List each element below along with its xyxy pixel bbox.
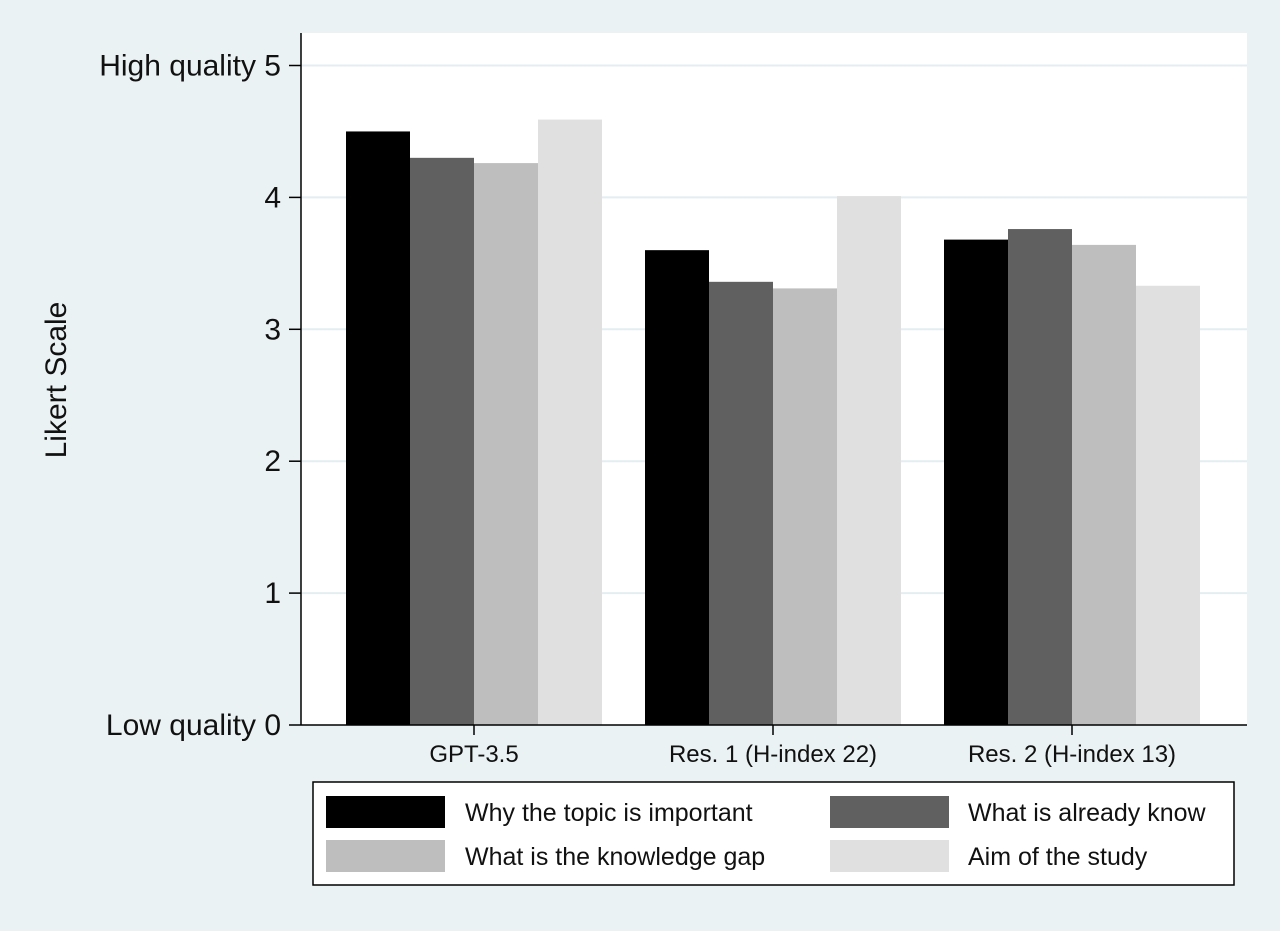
x-tick-label: Res. 1 (H-index 22) — [669, 741, 877, 768]
legend-label: Aim of the study — [968, 843, 1148, 871]
y-tick-label: 1 — [264, 577, 281, 610]
y-tick-label: 3 — [264, 313, 281, 346]
y-axis-title: Likert Scale — [40, 302, 73, 459]
legend-swatch — [830, 840, 949, 872]
x-tick-label: Res. 2 (H-index 13) — [968, 741, 1176, 768]
legend-swatch — [830, 796, 949, 828]
bar — [709, 281, 773, 725]
legend-label: Why the topic is important — [465, 799, 753, 827]
bar — [410, 157, 474, 725]
bar — [944, 239, 1008, 725]
bar — [1072, 244, 1136, 725]
y-tick-label: 2 — [264, 445, 281, 478]
bar — [1136, 285, 1200, 725]
y-axis-ticks: Low quality 0 1 2 3 4 High quality 5 — [99, 50, 301, 742]
bar — [645, 250, 709, 725]
bar — [773, 288, 837, 725]
bar — [346, 131, 410, 725]
legend-box — [312, 781, 1235, 886]
legend-swatch — [326, 840, 445, 872]
y-tick-label: Low quality 0 — [106, 709, 281, 742]
legend: Why the topic is important What is alread… — [312, 781, 1235, 886]
bar — [1008, 229, 1072, 725]
bar — [837, 196, 901, 725]
legend-label: What is already know — [968, 799, 1207, 827]
bar — [538, 119, 602, 726]
legend-swatch — [326, 796, 445, 828]
bar — [474, 163, 538, 725]
y-tick-label: High quality 5 — [99, 50, 281, 83]
x-axis-labels: GPT-3.5 Res. 1 (H-index 22) Res. 2 (H-inde… — [429, 725, 1176, 768]
x-tick-label: GPT-3.5 — [429, 741, 518, 768]
bars — [346, 119, 1200, 726]
y-tick-label: 4 — [264, 181, 281, 214]
legend-label: What is the knowledge gap — [465, 843, 765, 871]
